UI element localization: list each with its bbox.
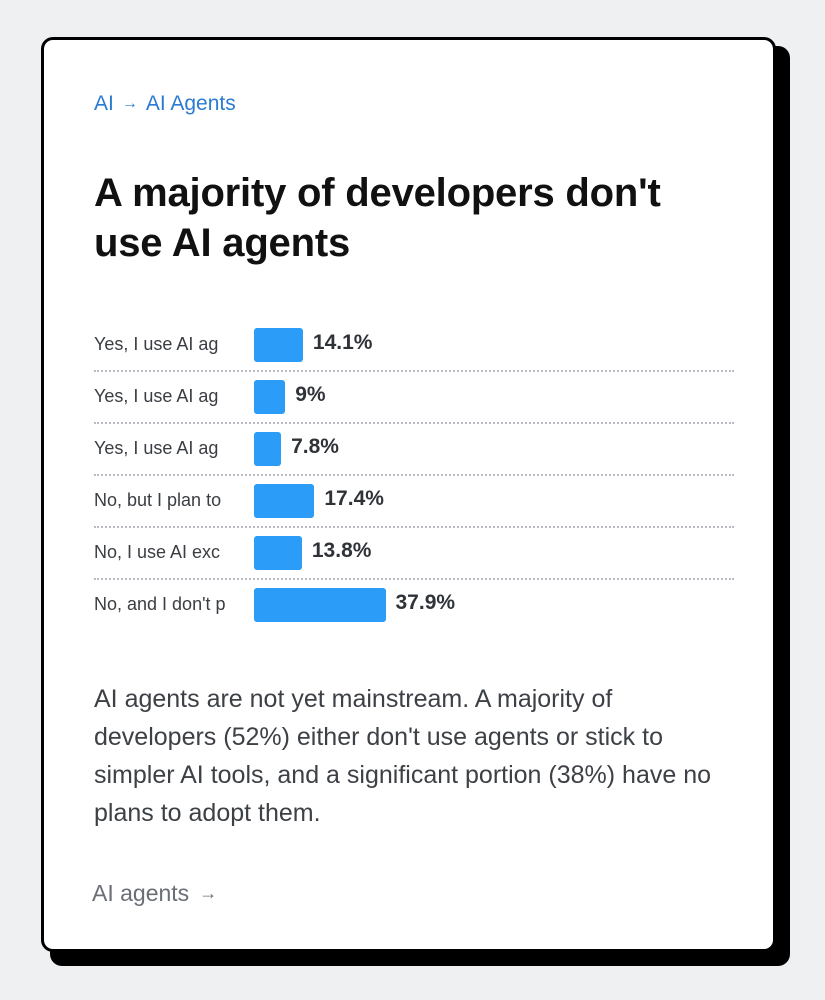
chart-row: Yes, I use AI ag 7.8%	[94, 424, 734, 476]
value-label: 9%	[295, 383, 326, 406]
breadcrumb-parent-link[interactable]: AI	[94, 92, 114, 115]
bar	[254, 432, 282, 466]
chart-description: AI agents are not yet mainstream. A majo…	[94, 685, 712, 827]
chart-row: No, but I plan to 17.4%	[94, 476, 734, 528]
value-label: 14.1%	[312, 331, 373, 354]
row-divider	[94, 474, 734, 476]
breadcrumb-arrow-icon: →	[121, 95, 138, 112]
arrow-right-icon: →	[199, 883, 218, 903]
category-label: Yes, I use AI ag	[94, 334, 219, 354]
row-divider	[94, 422, 734, 424]
bar	[254, 484, 315, 518]
value-label: 37.9%	[395, 591, 456, 614]
page-title: A majority of developers don't use AI ag…	[94, 171, 661, 265]
bar	[254, 328, 303, 362]
chart-row: No, I use AI exc 13.8%	[94, 528, 734, 580]
chart-card: AI → AI Agents A majority of developers …	[41, 37, 776, 952]
row-divider	[94, 526, 734, 528]
breadcrumb-current-link[interactable]: AI Agents	[145, 92, 236, 115]
bar	[254, 588, 386, 622]
ai-agents-link-label: AI agents	[92, 880, 190, 906]
ai-agents-link[interactable]: AI agents →	[92, 880, 217, 907]
category-label: Yes, I use AI ag	[94, 386, 219, 406]
value-label: 13.8%	[311, 539, 372, 562]
category-label: No, but I plan to	[94, 490, 222, 510]
breadcrumb: AI → AI Agents	[94, 92, 236, 116]
value-label: 17.4%	[324, 487, 384, 510]
bar	[254, 536, 302, 570]
category-label: Yes, I use AI ag	[94, 438, 219, 458]
bar	[254, 380, 286, 414]
row-divider	[94, 370, 734, 372]
category-label: No, I use AI exc	[94, 542, 221, 562]
chart-row: No, and I don't p 37.9%	[94, 580, 734, 632]
chart-row: Yes, I use AI ag 14.1%	[94, 320, 734, 372]
bar-chart: Yes, I use AI ag 14.1% Yes, I use AI ag 9% Y…	[94, 320, 734, 632]
chart-row: Yes, I use AI ag 9%	[94, 372, 734, 424]
value-label: 7.8%	[291, 435, 339, 458]
row-divider	[94, 578, 734, 580]
category-label: No, and I don't p	[94, 594, 226, 614]
